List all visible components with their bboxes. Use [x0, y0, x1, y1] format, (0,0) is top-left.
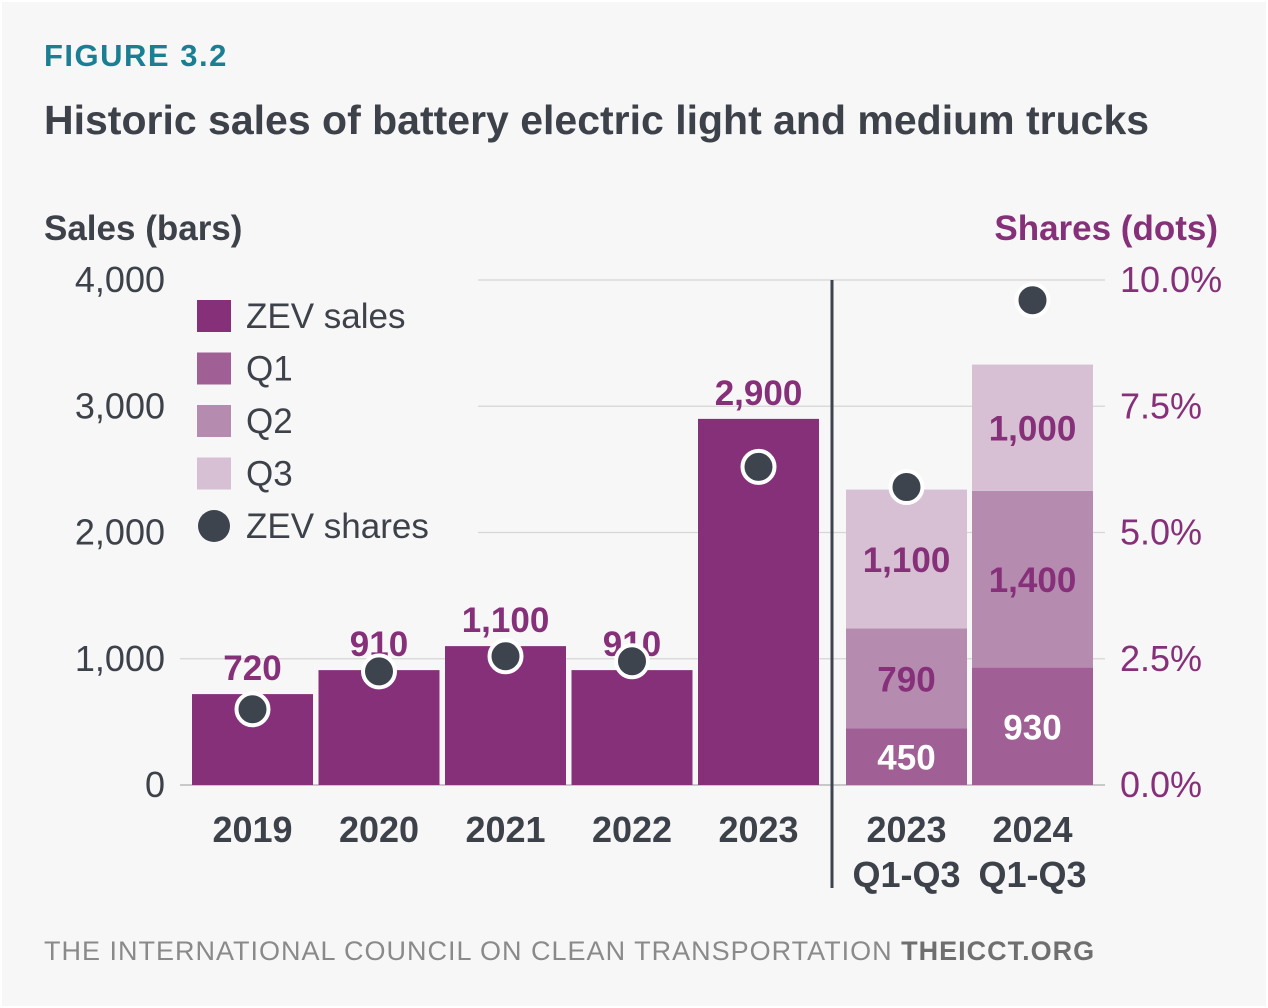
legend-swatch — [197, 300, 231, 332]
footer-site: THEICCT.ORG — [901, 936, 1096, 966]
y-axis-title-right: Shares (dots) — [994, 209, 1218, 248]
x-tick-sublabel: Q1-Q3 — [978, 854, 1086, 895]
share-dot — [361, 653, 397, 690]
y-tick-label: 1,000 — [75, 638, 165, 679]
legend-label: Q1 — [246, 350, 293, 389]
bar-value-label: 720 — [223, 649, 281, 688]
share-dot — [740, 448, 777, 485]
y-tick-label: 0 — [145, 764, 165, 805]
segment-value-label: 1,400 — [989, 561, 1077, 600]
y-tick-label: 2,000 — [75, 512, 165, 553]
footer: THE INTERNATIONAL COUNCIL ON CLEAN TRANS… — [44, 936, 1095, 967]
legend-label: Q2 — [246, 402, 293, 441]
share-dot — [614, 643, 650, 680]
y-tick-label: 4,000 — [75, 259, 165, 300]
share-dot — [234, 691, 271, 728]
x-tick-label: 2020 — [339, 809, 419, 850]
x-tick-label: 2019 — [212, 809, 292, 850]
y-tick-label-right: 0.0% — [1120, 764, 1202, 805]
x-tick-label: 2021 — [465, 809, 545, 850]
y-tick-label-right: 5.0% — [1120, 512, 1202, 553]
y-tick-label-right: 2.5% — [1120, 638, 1202, 679]
segment-value-label: 790 — [877, 660, 935, 699]
footer-org: THE INTERNATIONAL COUNCIL ON CLEAN TRANS… — [44, 936, 893, 966]
bar-segment-q2 — [972, 490, 1093, 668]
y-tick-label: 3,000 — [75, 385, 165, 426]
share-dot — [487, 638, 524, 675]
legend-swatch — [197, 457, 231, 490]
bar-segment-q2 — [846, 628, 967, 729]
legend-label: Q3 — [246, 455, 293, 494]
legend-dot — [198, 510, 230, 542]
bar-value-label: 2,900 — [715, 374, 803, 413]
segment-value-label: 450 — [877, 739, 935, 778]
chart-title: Historic sales of battery electric light… — [44, 97, 1150, 143]
bar-segment-q1 — [972, 667, 1093, 785]
segment-value-label: 930 — [1003, 708, 1061, 747]
x-tick-label: 2022 — [592, 809, 672, 850]
y-axis-title-left: Sales (bars) — [44, 209, 243, 248]
y-tick-label-right: 10.0% — [1120, 259, 1222, 300]
bar-value-label: 1,100 — [462, 601, 550, 640]
bar-segment-q1 — [846, 728, 967, 785]
legend-swatch — [197, 352, 231, 385]
figure-label: FIGURE 3.2 — [44, 38, 228, 73]
y-tick-label-right: 7.5% — [1120, 385, 1202, 426]
share-dot — [888, 469, 925, 506]
segment-value-label: 1,000 — [989, 410, 1077, 449]
segment-value-label: 1,100 — [863, 541, 951, 580]
legend-label: ZEV shares — [246, 507, 429, 546]
share-dot — [1014, 282, 1051, 319]
bar-zev-sales — [571, 670, 693, 785]
legend-label: ZEV sales — [246, 297, 406, 336]
x-tick-label: 2023 — [866, 809, 946, 850]
bar-segment-q3 — [972, 364, 1093, 491]
x-tick-label: 2023 — [718, 809, 798, 850]
bar-segment-q3 — [846, 489, 967, 629]
x-tick-sublabel: Q1-Q3 — [852, 854, 960, 895]
x-tick-label: 2024 — [992, 809, 1072, 850]
legend-swatch — [197, 405, 231, 437]
